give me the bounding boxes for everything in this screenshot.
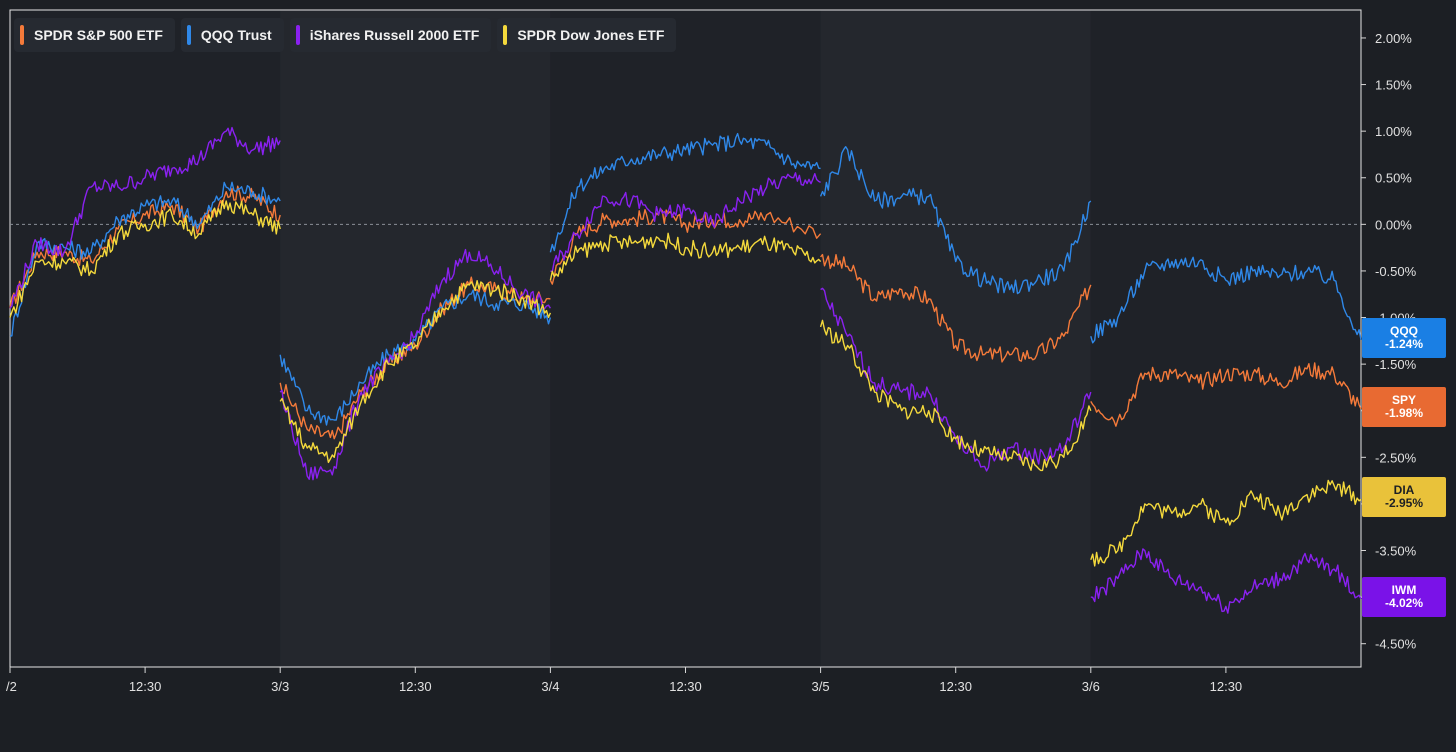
series-line — [550, 172, 821, 273]
y-tick-label: 2.00% — [1375, 31, 1412, 46]
series-line — [279, 280, 552, 464]
series-line — [1090, 362, 1362, 427]
series-line — [9, 126, 281, 309]
tag-value: -4.02% — [1384, 596, 1424, 610]
series-line — [1090, 548, 1362, 614]
series-line — [9, 181, 281, 337]
day-band — [820, 10, 1091, 667]
day-band — [1090, 10, 1361, 667]
x-tick-label: 12:30 — [1210, 679, 1243, 694]
series-line — [549, 232, 822, 281]
legend: SPDR S&P 500 ETF QQQ Trust iShares Russe… — [14, 18, 677, 52]
x-tick-label: 3/4 — [541, 679, 559, 694]
x-tick-label: 3/6 — [1082, 679, 1100, 694]
tag-value: -1.24% — [1384, 337, 1424, 351]
tag-ticker: DIA — [1393, 483, 1415, 497]
y-tick-label: 1.50% — [1375, 78, 1412, 93]
legend-swatch — [20, 25, 24, 45]
legend-label: QQQ Trust — [200, 27, 272, 43]
legend-label: SPDR S&P 500 ETF — [34, 27, 163, 43]
series-line — [820, 253, 1092, 363]
tag-value: -1.98% — [1384, 406, 1424, 420]
series-line — [279, 289, 552, 426]
legend-item-dia[interactable]: SPDR Dow Jones ETF — [497, 18, 677, 52]
day-band — [10, 10, 281, 667]
legend-swatch — [295, 25, 300, 45]
price-tag-spy: SPY -1.98% — [1362, 387, 1446, 427]
x-tick-label: 12:30 — [669, 679, 702, 694]
y-tick-label: -0.50% — [1375, 264, 1417, 279]
series-line — [549, 132, 821, 253]
y-tick-label: 0.00% — [1375, 217, 1412, 232]
y-tick-label: -4.50% — [1375, 637, 1417, 652]
tag-ticker: QQQ — [1389, 324, 1418, 338]
series-line — [819, 146, 1092, 295]
y-tick-label: -1.50% — [1375, 357, 1417, 372]
y-tick-label: -3.50% — [1375, 544, 1417, 559]
x-tick-label: 12:30 — [129, 679, 162, 694]
y-tick-label: 0.50% — [1375, 171, 1412, 186]
legend-swatch — [186, 25, 191, 45]
series-line — [279, 248, 551, 481]
legend-label: iShares Russell 2000 ETF — [309, 27, 480, 43]
tag-value: -2.95% — [1384, 496, 1424, 510]
x-tick-label: 12:30 — [939, 679, 972, 694]
series-line — [1090, 479, 1362, 567]
series-line — [1090, 256, 1362, 344]
price-tag-qqq: QQQ -1.24% — [1362, 318, 1446, 358]
x-tick-label: /2 — [6, 679, 17, 694]
y-tick-label: 1.00% — [1375, 124, 1412, 139]
price-tag-dia: DIA -2.95% — [1362, 477, 1446, 517]
x-tick-label: 3/5 — [812, 679, 830, 694]
series-line — [819, 319, 1092, 472]
legend-item-qqq[interactable]: QQQ Trust — [180, 18, 284, 52]
legend-swatch — [503, 25, 508, 45]
legend-label: SPDR Dow Jones ETF — [517, 27, 665, 43]
tag-ticker: IWM — [1391, 583, 1417, 597]
day-band — [550, 10, 821, 667]
x-tick-label: 12:30 — [399, 679, 432, 694]
x-tick-label: 3/3 — [271, 679, 289, 694]
y-tick-label: -2.50% — [1375, 450, 1417, 465]
legend-item-spy[interactable]: SPDR S&P 500 ETF — [14, 18, 175, 52]
tag-ticker: SPY — [1391, 393, 1416, 407]
legend-item-iwm[interactable]: iShares Russell 2000 ETF — [289, 18, 492, 52]
price-tag-iwm: IWM -4.02% — [1362, 577, 1446, 617]
series-line — [9, 199, 281, 318]
